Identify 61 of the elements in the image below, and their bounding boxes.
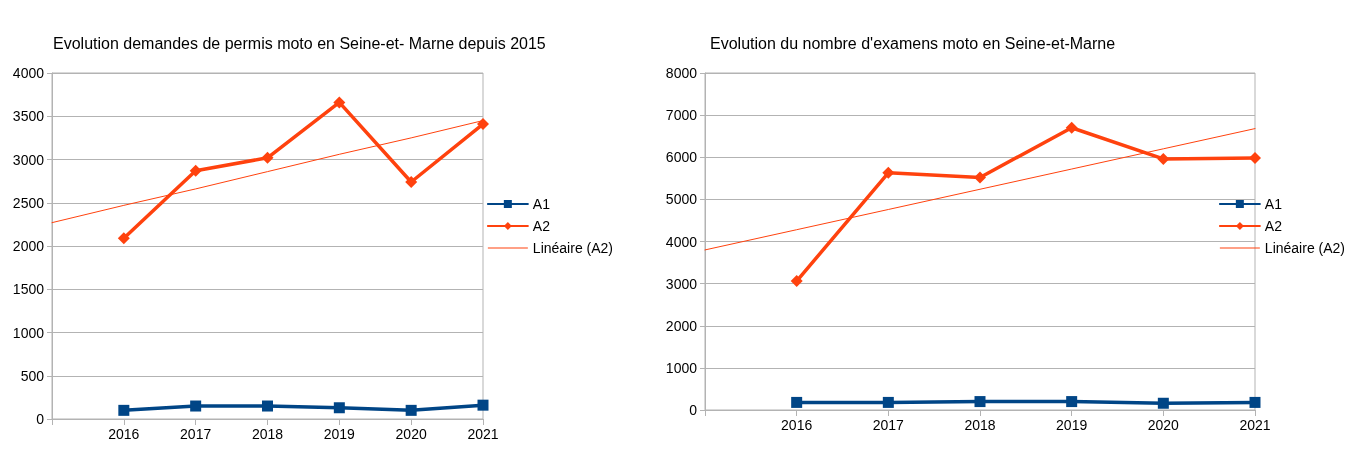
x-tick-label: 2017 bbox=[180, 426, 212, 442]
y-tick-label: 1000 bbox=[12, 324, 45, 341]
point bbox=[118, 404, 130, 416]
y-tick-label: 1500 bbox=[12, 281, 45, 298]
y-tick-label: 2000 bbox=[665, 317, 698, 334]
point bbox=[262, 400, 273, 412]
x-tick-label: 2021 bbox=[1239, 417, 1271, 433]
x-tick-label: 2017 bbox=[872, 417, 905, 433]
point bbox=[477, 399, 489, 411]
y-tick-label: 5000 bbox=[665, 191, 698, 208]
point bbox=[405, 404, 417, 416]
chart-title: Evolution du nombre d'examens moto en Seine-et-Marne bbox=[710, 34, 1116, 52]
legend-label: Linéaire (A2) bbox=[1264, 240, 1345, 256]
x-tick-label: 2016 bbox=[108, 426, 140, 442]
x-tick-label: 2019 bbox=[323, 426, 356, 442]
y-tick-label: 8000 bbox=[665, 65, 698, 81]
x-tick-label: 2021 bbox=[467, 426, 499, 442]
point bbox=[1249, 152, 1261, 165]
y-tick-label: 4000 bbox=[12, 65, 45, 81]
y-tick-label: 3000 bbox=[665, 275, 698, 292]
legend-label: A1 bbox=[1264, 196, 1283, 212]
point bbox=[882, 166, 895, 179]
point bbox=[190, 400, 202, 412]
point bbox=[790, 275, 803, 288]
y-tick-label: 6000 bbox=[665, 149, 698, 166]
y-tick-label: 3000 bbox=[12, 151, 45, 168]
y-tick-label: 2000 bbox=[12, 238, 45, 254]
point bbox=[117, 232, 130, 245]
point bbox=[974, 171, 986, 184]
y-tick-label: 1000 bbox=[665, 359, 698, 376]
y-tick-label: 2500 bbox=[12, 194, 45, 211]
x-tick-label: 2018 bbox=[964, 417, 996, 433]
point bbox=[1065, 121, 1078, 134]
point bbox=[974, 396, 986, 408]
point bbox=[1249, 396, 1261, 408]
point bbox=[1066, 396, 1078, 408]
x-tick-label: 2019 bbox=[1056, 417, 1088, 433]
y-tick-label: 0 bbox=[689, 402, 698, 418]
x-tick-label: 2018 bbox=[251, 426, 284, 442]
legend-label: A1 bbox=[532, 196, 551, 212]
x-tick-label: 2016 bbox=[781, 417, 813, 433]
y-tick-label: 0 bbox=[36, 411, 45, 427]
point bbox=[477, 118, 489, 131]
legend-label: A2 bbox=[532, 218, 551, 234]
point bbox=[405, 175, 418, 188]
legend-label: Linéaire (A2) bbox=[532, 240, 613, 256]
y-tick-label: 500 bbox=[20, 367, 45, 384]
y-tick-label: 3500 bbox=[12, 108, 45, 125]
point bbox=[882, 396, 894, 408]
point bbox=[333, 402, 345, 414]
x-tick-label: 2020 bbox=[1147, 417, 1180, 433]
point bbox=[333, 96, 346, 109]
point bbox=[1157, 397, 1169, 409]
legend-label: A2 bbox=[1264, 218, 1283, 234]
point bbox=[791, 396, 803, 408]
point bbox=[261, 151, 274, 164]
y-tick-label: 7000 bbox=[665, 107, 698, 124]
chart-title: Evolution demandes de permis moto en Seine-et- Marne depuis 2015 bbox=[53, 34, 546, 52]
point bbox=[189, 164, 202, 177]
x-tick-label: 2020 bbox=[395, 426, 427, 442]
y-tick-label: 4000 bbox=[665, 233, 698, 250]
